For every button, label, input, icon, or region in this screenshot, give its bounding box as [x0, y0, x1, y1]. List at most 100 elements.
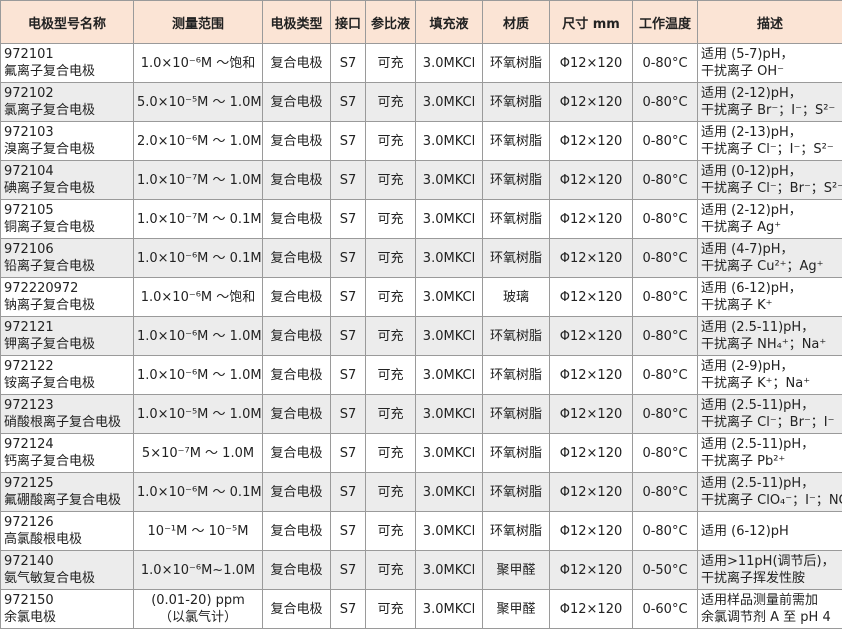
cell-line: 可充: [377, 367, 404, 383]
cell-line: 钠离子复合电极: [4, 298, 96, 313]
cell-line: 干扰离子 Pb²⁺: [701, 454, 786, 469]
cell-line: 环氧树脂: [489, 406, 542, 422]
cell-line: 1.0×10⁻⁷M ～ 0.1M: [137, 211, 262, 227]
table-cell: 复合电极: [262, 121, 331, 161]
cell-line: 适用 (2.5-11)pH，: [701, 398, 815, 413]
cell-line: 可充: [377, 601, 404, 617]
table-cell: 适用 (2-13)pH， 干扰离子 Cl⁻；I⁻；S²⁻: [697, 121, 842, 161]
table-cell: Φ12×120: [549, 160, 633, 200]
table-cell: 适用 (6-12)pH， 干扰离子 K⁺: [697, 277, 842, 317]
table-cell: 3.0MKCl: [415, 121, 483, 161]
table-cell: Φ12×120: [549, 316, 633, 356]
table-cell: 复合电极: [262, 433, 331, 473]
table-cell: 2.0×10⁻⁶M ～ 1.0M: [133, 121, 263, 161]
cell-line: Φ12×120: [559, 211, 623, 227]
cell-line: 复合电极: [270, 55, 323, 71]
table-cell: 972106 铅离子复合电极: [0, 238, 134, 278]
table-cell: 972121 钾离子复合电极: [0, 316, 134, 356]
cell-line: 0-80°C: [642, 289, 688, 305]
cell-line: S7: [339, 211, 357, 227]
cell-line: S7: [339, 133, 357, 149]
cell-line: 3.0MKCl: [422, 406, 476, 422]
table-cell: 可充: [365, 121, 416, 161]
cell-line: 1.0×10⁻⁶M ～ 0.1M: [137, 250, 262, 266]
header-cell: 尺寸 mm: [549, 0, 633, 44]
cell-line: 972150: [4, 593, 54, 608]
cell-line: 0-80°C: [642, 94, 688, 110]
header-cell: 参比液: [365, 0, 416, 44]
cell-line: 适用 (4-7)pH，: [701, 242, 794, 257]
table-cell: (0.01-20) ppm （以氯气计）: [133, 589, 263, 629]
cell-line: 0-80°C: [642, 406, 688, 422]
cell-line: 环氧树脂: [489, 55, 542, 71]
table-cell: 适用 (2-12)pH， 干扰离子 Br⁻；I⁻；S²⁻: [697, 82, 842, 122]
table-cell: 972101 氟离子复合电极: [0, 43, 134, 83]
cell-line: 972104: [4, 164, 54, 179]
table-cell: S7: [330, 433, 366, 473]
cell-line: 1.0×10⁻⁶M ～ 1.0M: [137, 367, 262, 383]
cell-line: S7: [339, 601, 357, 617]
cell-line: 972123: [4, 398, 54, 413]
cell-line: 972103: [4, 125, 54, 140]
cell-line: 高氯酸根电极: [4, 532, 83, 547]
table-cell: 5×10⁻⁷M ～ 1.0M: [133, 433, 263, 473]
table-cell: S7: [330, 355, 366, 395]
cell-line: 972124: [4, 437, 54, 452]
cell-line: Φ12×120: [559, 601, 623, 617]
cell-line: 环氧树脂: [489, 211, 542, 227]
table-row: 972105 铜离子复合电极 1.0×10⁻⁷M ～ 0.1M 复合电极 S7 可充 3.0…: [0, 199, 842, 239]
cell-line: 0-80°C: [642, 211, 688, 227]
cell-line: S7: [339, 250, 357, 266]
table-cell: 适用 (4-7)pH， 干扰离子 Cu²⁺；Ag⁺: [697, 238, 842, 278]
cell-line: 复合电极: [270, 133, 323, 149]
cell-line: 适用 (6-12)pH: [701, 523, 789, 539]
cell-line: 972121: [4, 320, 54, 335]
table-cell: 适用 (2-12)pH， 干扰离子 Ag⁺: [697, 199, 842, 239]
cell-line: 1.0×10⁻⁶M ～饱和: [140, 55, 256, 71]
table-cell: Φ12×120: [549, 589, 633, 629]
table-cell: 972220972 钠离子复合电极: [0, 277, 134, 317]
cell-line: 1.0×10⁻⁵M ～ 1.0M: [137, 406, 262, 422]
cell-line: 972122: [4, 359, 54, 374]
cell-line: 3.0MKCl: [422, 250, 476, 266]
table-cell: 3.0MKCl: [415, 511, 483, 551]
cell-line: 复合电极: [270, 94, 323, 110]
cell-line: 适用 (2-12)pH，: [701, 86, 802, 101]
table-cell: 972103 溴离子复合电极: [0, 121, 134, 161]
table-cell: 环氧树脂: [482, 43, 550, 83]
table-cell: 环氧树脂: [482, 160, 550, 200]
cell-line: 可充: [377, 562, 404, 578]
table-cell: Φ12×120: [549, 82, 633, 122]
cell-line: 干扰离子 K⁺: [701, 298, 773, 313]
table-cell: 972150 余氯电极: [0, 589, 134, 629]
cell-line: 3.0MKCl: [422, 211, 476, 227]
table-cell: Φ12×120: [549, 277, 633, 317]
table-cell: 3.0MKCl: [415, 550, 483, 590]
table-cell: 0-80°C: [632, 433, 698, 473]
cell-line: 钾离子复合电极: [4, 337, 96, 352]
cell-line: 适用 (6-12)pH，: [701, 281, 802, 296]
table-cell: 0-60°C: [632, 589, 698, 629]
table-cell: 复合电极: [262, 589, 331, 629]
cell-line: 干扰离子 OH⁻: [701, 64, 785, 79]
cell-line: 可充: [377, 250, 404, 266]
cell-line: 适用>11pH(调节后)，: [701, 554, 835, 569]
cell-line: 碘离子复合电极: [4, 181, 96, 196]
table-cell: S7: [330, 238, 366, 278]
table-cell: 0-80°C: [632, 316, 698, 356]
table-row: 972124 钙离子复合电极 5×10⁻⁷M ～ 1.0M 复合电极 S7 可充 3.0MK…: [0, 433, 842, 473]
table-cell: 3.0MKCl: [415, 394, 483, 434]
table-row: 972102 氯离子复合电极 5.0×10⁻⁵M ～ 1.0M 复合电极 S7 可充 3.0…: [0, 82, 842, 122]
table-cell: 972104 碘离子复合电极: [0, 160, 134, 200]
table-cell: S7: [330, 394, 366, 434]
table-cell: 972123 硝酸根离子复合电极: [0, 394, 134, 434]
cell-line: Φ12×120: [559, 94, 623, 110]
cell-line: 3.0MKCl: [422, 94, 476, 110]
cell-line: 5×10⁻⁷M ～ 1.0M: [141, 445, 255, 461]
cell-line: 干扰离子挥发性胺: [701, 571, 806, 586]
table-cell: 可充: [365, 589, 416, 629]
cell-line: 适用 (2.5-11)pH，: [701, 476, 815, 491]
table-row: 972101 氟离子复合电极 1.0×10⁻⁶M ～饱和 复合电极 S7 可充 3.0MKC…: [0, 43, 842, 83]
cell-line: 0-80°C: [642, 484, 688, 500]
cell-line: 氟离子复合电极: [4, 64, 96, 79]
